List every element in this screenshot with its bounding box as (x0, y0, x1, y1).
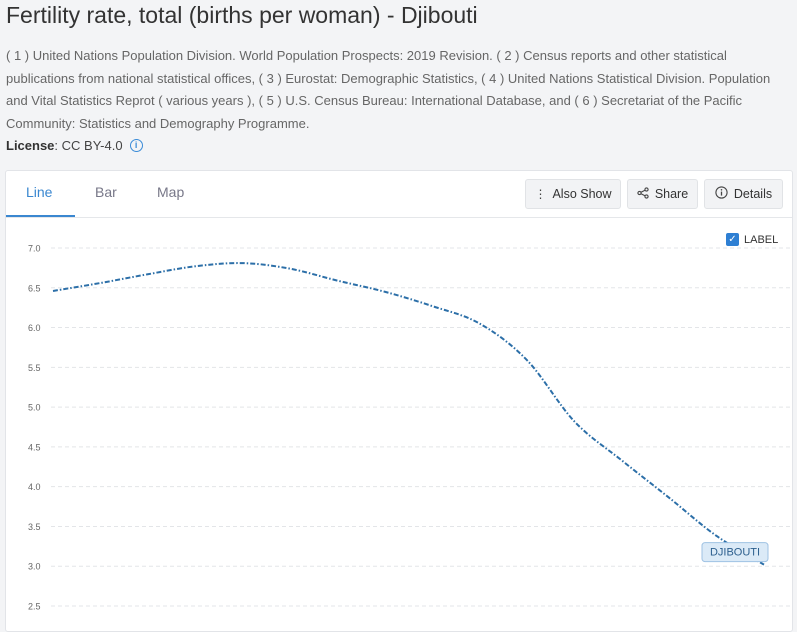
license-value: : CC BY-4.0 (54, 138, 123, 153)
view-tabs: Line Bar Map ⋮ Also Show Share Details (6, 171, 792, 218)
y-tick-label: 4.0 (28, 482, 41, 492)
also-show-label: Also Show (552, 187, 612, 201)
also-show-button[interactable]: ⋮ Also Show (525, 179, 621, 209)
y-tick-label: 4.5 (28, 442, 41, 452)
label-toggle[interactable]: ✓ LABEL (726, 233, 778, 246)
license-label: License (6, 138, 55, 153)
series-line-0[interactable] (52, 262, 765, 566)
share-button[interactable]: Share (627, 179, 698, 209)
details-button[interactable]: Details (704, 179, 783, 209)
more-vertical-icon: ⋮ (534, 187, 547, 201)
y-tick-label: 3.0 (28, 562, 41, 572)
checkbox-checked-icon[interactable]: ✓ (726, 233, 739, 246)
source-notes: ( 1 ) United Nations Population Division… (6, 48, 771, 131)
y-tick-label: 2.5 (28, 602, 41, 612)
active-tab-indicator (6, 215, 75, 217)
tab-bar[interactable]: Bar (95, 184, 117, 200)
series-label-text: DJIBOUTI (710, 547, 760, 559)
y-tick-label: 5.0 (28, 403, 41, 413)
series-end-label: DJIBOUTI (701, 542, 769, 563)
y-tick-label: 3.5 (28, 522, 41, 532)
chart-panel: Line Bar Map ⋮ Also Show Share Details 2… (5, 170, 793, 632)
details-label: Details (733, 187, 773, 201)
label-toggle-text: LABEL (744, 233, 779, 246)
y-tick-label: 7.0 (28, 244, 41, 254)
tab-line[interactable]: Line (26, 184, 53, 200)
y-tick-label: 6.0 (28, 323, 41, 333)
series-label-box (701, 542, 769, 563)
tab-map[interactable]: Map (157, 184, 185, 200)
page-title: Fertility rate, total (births per woman)… (6, 2, 478, 28)
y-tick-label: 5.5 (28, 363, 41, 373)
share-icon (637, 186, 649, 202)
share-label: Share (654, 187, 689, 201)
y-tick-label: 6.5 (28, 283, 41, 293)
line-chart: 2.5 3.0 3.5 4.0 4.5 5.0 5.5 6.0 6.5 7.0 DJIBOUTI (28, 244, 792, 612)
info-icon[interactable]: i (129, 139, 143, 152)
info-circle-icon (715, 186, 728, 202)
license-line: License : CC BY-4.0 i (6, 138, 143, 153)
